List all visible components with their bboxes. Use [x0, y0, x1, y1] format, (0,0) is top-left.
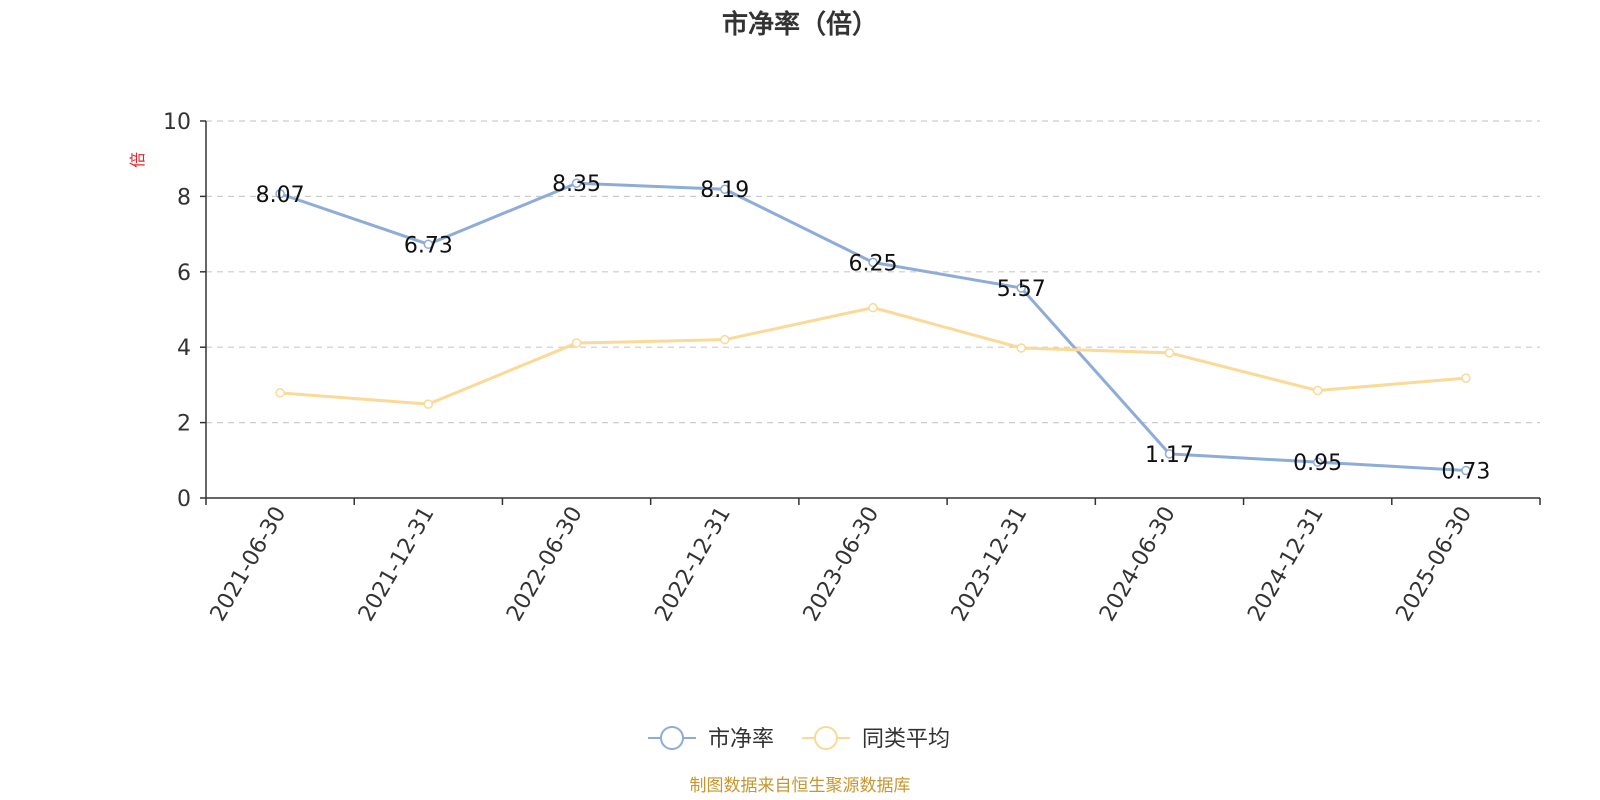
axes: 0 2 4 6 8 10 2021-06-30 2021-12-31 2022-06-30 202…: [163, 110, 1541, 626]
grid-lines: [206, 120, 1540, 424]
data-point: [423, 239, 434, 250]
data-point: [1016, 283, 1026, 293]
legend-label-pb: 市净率: [708, 727, 774, 752]
data-label: 1.17: [1145, 443, 1194, 468]
data-point: [1312, 385, 1323, 396]
y-tick-label: 4: [177, 336, 191, 361]
x-tick-label: 2023-06-30: [799, 503, 885, 626]
series-lines: [275, 178, 1471, 476]
x-tick-label: 2022-12-31: [650, 503, 736, 626]
data-point: [571, 338, 582, 348]
x-tick-label: 2022-06-30: [502, 503, 588, 626]
data-point: [571, 178, 582, 188]
data-point: [275, 388, 285, 398]
data-point: [868, 257, 878, 268]
data-point: [1461, 465, 1471, 476]
data-point: [423, 399, 434, 409]
y-tick-label: 2: [177, 412, 191, 437]
data-label: 8.35: [552, 172, 601, 197]
y-tick-label: 0: [177, 487, 191, 512]
x-tick-label: 2021-12-31: [354, 503, 440, 626]
x-tick-label: 2024-06-30: [1095, 503, 1181, 626]
legend-item-peer-average[interactable]: 同类平均: [802, 726, 950, 752]
series-line-0: [279, 181, 1466, 472]
legend-marker-peer-average: [814, 726, 838, 750]
data-label: 6.25: [849, 251, 898, 276]
data-point: [720, 334, 730, 345]
data-label: 0.95: [1293, 451, 1342, 476]
y-axis-label: 倍: [128, 152, 147, 168]
legend-item-pb[interactable]: 市净率: [648, 726, 774, 752]
legend-marker-pb: [660, 726, 684, 750]
data-point: [1164, 449, 1175, 459]
x-tick-label: 2023-12-31: [947, 503, 1033, 626]
chart-title: 市净率（倍）: [722, 9, 878, 40]
legend-label-peer-average: 同类平均: [862, 727, 950, 752]
data-label: 5.57: [997, 277, 1046, 302]
y-tick-label: 8: [177, 185, 191, 210]
x-tick-label: 2024-12-31: [1243, 503, 1329, 626]
y-tick-label: 6: [177, 261, 191, 286]
series-line-1: [279, 306, 1467, 406]
data-point: [1461, 373, 1471, 383]
source-note: 制图数据来自恒生聚源数据库: [690, 776, 911, 796]
data-label: 6.73: [404, 233, 453, 258]
data-point: [720, 184, 730, 194]
data-labels: 8.07 6.73 8.35 8.19 6.25 5.57 1.17 0.95 0.73: [256, 172, 1491, 484]
data-point: [1312, 457, 1323, 467]
data-label: 8.07: [256, 183, 305, 208]
data-point: [868, 302, 878, 313]
data-point: [1164, 348, 1175, 358]
legend[interactable]: 市净率 同类平均: [648, 726, 950, 752]
data-label: 0.73: [1441, 459, 1490, 484]
x-tick-label: 2021-06-30: [206, 503, 292, 626]
data-label: 8.19: [700, 178, 749, 203]
y-tick-label: 10: [163, 110, 191, 135]
x-tick-label: 2025-06-30: [1392, 503, 1478, 626]
data-point: [1016, 343, 1026, 353]
data-point: [275, 189, 285, 199]
